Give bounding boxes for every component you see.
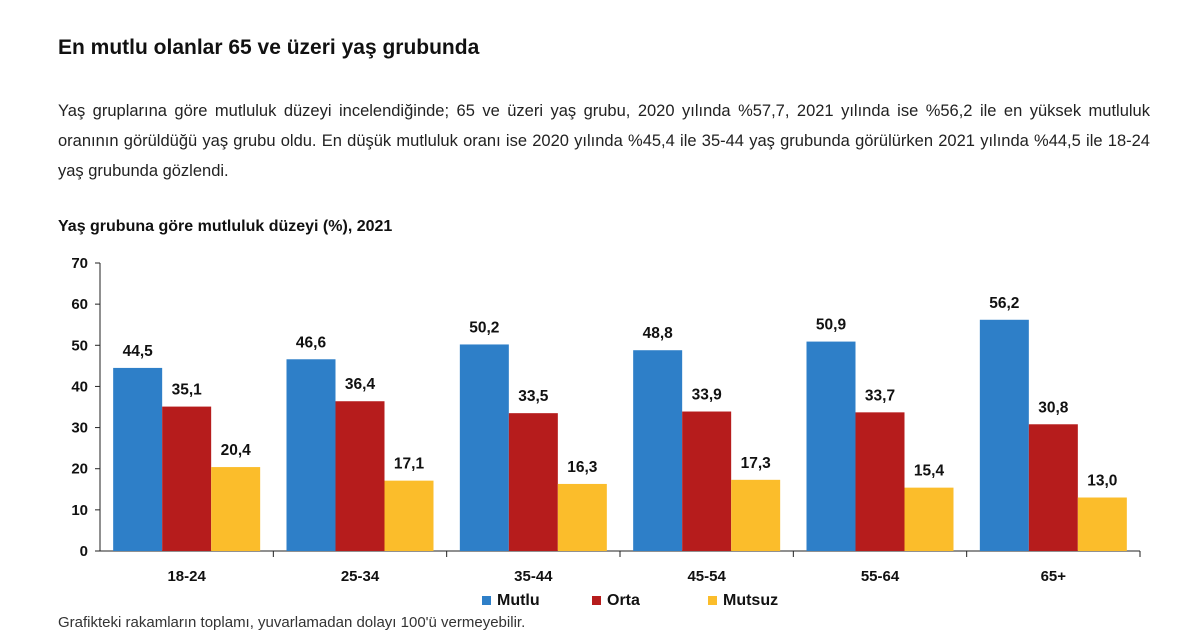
- bar-orta: [855, 412, 905, 551]
- y-tick-label: 50: [71, 337, 88, 354]
- data-label: 15,4: [914, 463, 945, 480]
- chart-title: Yaş grubuna göre mutluluk düzeyi (%), 20…: [58, 218, 393, 235]
- bar-orta: [162, 406, 212, 551]
- data-label: 44,5: [123, 343, 154, 360]
- legend-label: Orta: [607, 592, 640, 609]
- data-label: 17,3: [741, 455, 772, 472]
- data-label: 13,0: [1087, 473, 1117, 490]
- y-tick-label: 70: [71, 255, 88, 272]
- bar-orta: [1028, 424, 1078, 551]
- y-tick-label: 10: [71, 502, 88, 519]
- x-tick-label: 65+: [1041, 568, 1067, 585]
- data-label: 50,9: [816, 317, 847, 334]
- bar-mutlu: [459, 344, 509, 551]
- bar-mutsuz: [211, 467, 261, 551]
- bar-mutlu: [633, 350, 683, 551]
- bar-orta: [682, 411, 732, 551]
- bar-mutlu: [806, 341, 856, 551]
- bar-mutsuz: [557, 483, 607, 551]
- bar-orta: [335, 401, 385, 551]
- legend-label: Mutsuz: [723, 592, 778, 609]
- bar-mutsuz: [904, 487, 954, 551]
- legend-label: Mutlu: [497, 592, 540, 609]
- page-heading: En mutlu olanlar 65 ve üzeri yaş grubund…: [58, 36, 480, 59]
- y-tick-label: 20: [71, 461, 88, 478]
- y-tick-label: 60: [71, 296, 88, 313]
- footnote: Grafikteki rakamların toplamı, yuvarlama…: [58, 614, 526, 631]
- bar-mutsuz: [384, 480, 434, 551]
- y-tick-label: 0: [80, 543, 88, 560]
- data-label: 46,6: [296, 334, 327, 351]
- legend-swatch-orta: [592, 596, 601, 605]
- x-tick-label: 55-64: [861, 568, 900, 585]
- data-label: 33,5: [518, 388, 549, 405]
- x-tick-label: 35-44: [514, 568, 553, 585]
- bar-mutlu: [113, 367, 163, 551]
- legend-swatch-mutlu: [482, 596, 491, 605]
- y-tick-label: 40: [71, 378, 88, 395]
- data-label: 50,2: [469, 319, 499, 336]
- bar-mutsuz: [1077, 497, 1127, 551]
- data-label: 56,2: [989, 295, 1019, 312]
- data-label: 33,7: [865, 387, 895, 404]
- legend-swatch-mutsuz: [708, 596, 717, 605]
- summary-paragraph: Yaş gruplarına göre mutluluk düzeyi ince…: [58, 102, 1150, 180]
- data-label: 36,4: [345, 376, 376, 393]
- x-tick-label: 25-34: [341, 568, 380, 585]
- data-label: 16,3: [567, 459, 598, 476]
- data-label: 17,1: [394, 456, 425, 473]
- data-label: 35,1: [172, 382, 203, 399]
- bar-mutsuz: [731, 479, 781, 551]
- bar-mutlu: [286, 359, 336, 551]
- x-tick-label: 18-24: [167, 568, 206, 585]
- data-label: 20,4: [221, 442, 252, 459]
- bar-mutlu: [979, 319, 1029, 551]
- bar-orta: [508, 413, 558, 551]
- data-label: 33,9: [692, 387, 723, 404]
- y-tick-label: 30: [71, 420, 88, 437]
- data-label: 48,8: [643, 325, 674, 342]
- data-label: 30,8: [1038, 399, 1069, 416]
- x-tick-label: 45-54: [687, 568, 726, 585]
